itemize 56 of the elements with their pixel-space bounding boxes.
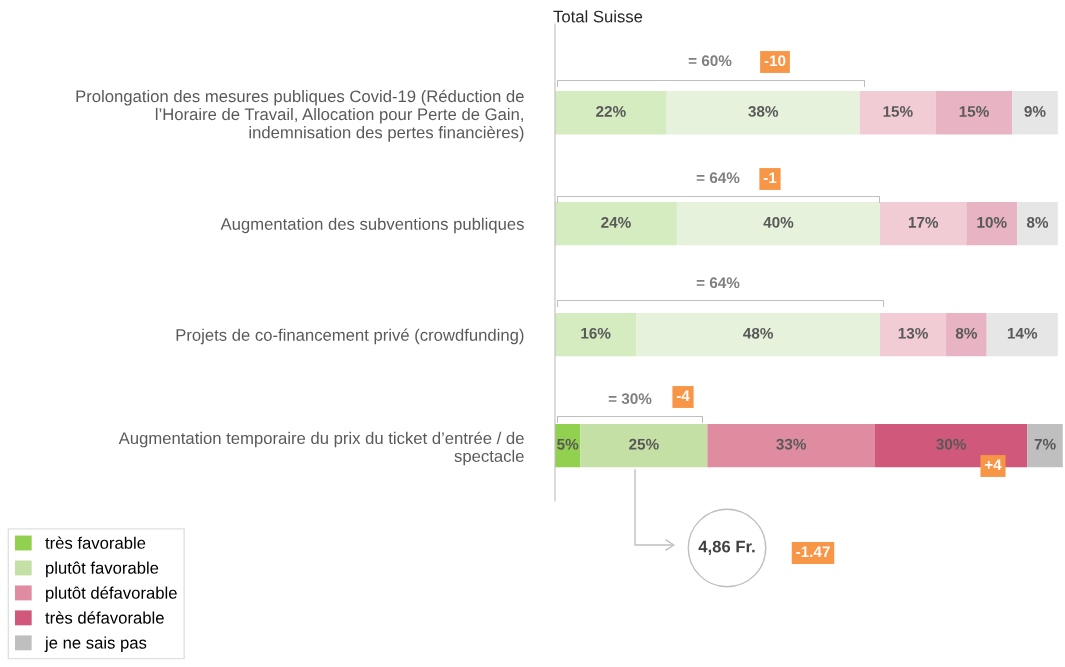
data-label: 9% xyxy=(1024,106,1046,117)
legend-label: plutôt favorable xyxy=(46,561,159,578)
bar xyxy=(1017,202,1058,246)
bar xyxy=(935,91,1013,135)
bar xyxy=(880,202,967,246)
annotation: = 64% xyxy=(696,172,740,184)
data-label: 7% xyxy=(1034,438,1056,450)
legend-label: très défavorable xyxy=(45,611,164,624)
bar xyxy=(636,312,881,357)
data-label: 16% xyxy=(581,327,611,339)
data-label: 8% xyxy=(955,327,978,339)
data-label: 25% xyxy=(629,438,659,450)
data-label: 5% xyxy=(557,438,579,450)
bar xyxy=(966,202,1018,246)
data-label: 15% xyxy=(883,106,913,117)
data-label: 14% xyxy=(1007,327,1038,339)
bar xyxy=(874,423,1028,468)
annotation: = 30% xyxy=(608,393,652,405)
annotation: -4 xyxy=(676,390,690,401)
bar xyxy=(666,91,860,135)
data-label: 22% xyxy=(596,106,626,117)
bar xyxy=(555,91,667,135)
legend-label: plutôt défavorable xyxy=(46,586,177,603)
annotation: -1 xyxy=(763,172,777,183)
y-tick-label: Projets de co-financement privé (crowdfunding) xyxy=(176,328,524,345)
data-label: 30% xyxy=(936,438,967,450)
data-label: 17% xyxy=(908,217,939,228)
data-label: 8% xyxy=(1026,216,1049,228)
data-label: 13% xyxy=(898,327,928,339)
bar xyxy=(1027,423,1063,468)
y-tick-label: Augmentation des subventions publiques xyxy=(220,217,524,234)
legend-label: je ne sais pas xyxy=(44,636,147,652)
annotation: +4 xyxy=(984,459,1002,470)
bar xyxy=(880,312,947,357)
y-tick-label: Prolongation des mesures publiques Covid-19 (Réduction de l’Horaire de Travail, Allocation pour Perte de Gain, indemnisation des pertes financières) xyxy=(76,89,524,142)
bar xyxy=(707,423,875,468)
data-label: 10% xyxy=(977,216,1007,228)
text: -1.47 xyxy=(796,546,830,557)
bar xyxy=(946,312,987,357)
legend-label: très favorable xyxy=(45,536,146,549)
data-label: 24% xyxy=(601,216,631,228)
annotation: = 64% xyxy=(696,277,740,289)
bar xyxy=(1012,91,1058,135)
annotation: = 60% xyxy=(688,55,732,67)
bar xyxy=(555,312,637,357)
chart-title: Total Suisse xyxy=(553,10,643,23)
data-label: 48% xyxy=(743,327,774,339)
bar xyxy=(986,312,1058,357)
bar xyxy=(859,91,936,135)
text: 4,86 Fr. xyxy=(698,540,755,555)
y-tick-label: Augmentation temporaire du prix du ticket d’entrée / de spectacle xyxy=(118,431,524,466)
data-label: 33% xyxy=(776,438,807,450)
data-label: 15% xyxy=(959,106,989,117)
data-label: 38% xyxy=(748,106,779,117)
data-label: 40% xyxy=(763,216,794,228)
annotation: -10 xyxy=(764,55,786,67)
